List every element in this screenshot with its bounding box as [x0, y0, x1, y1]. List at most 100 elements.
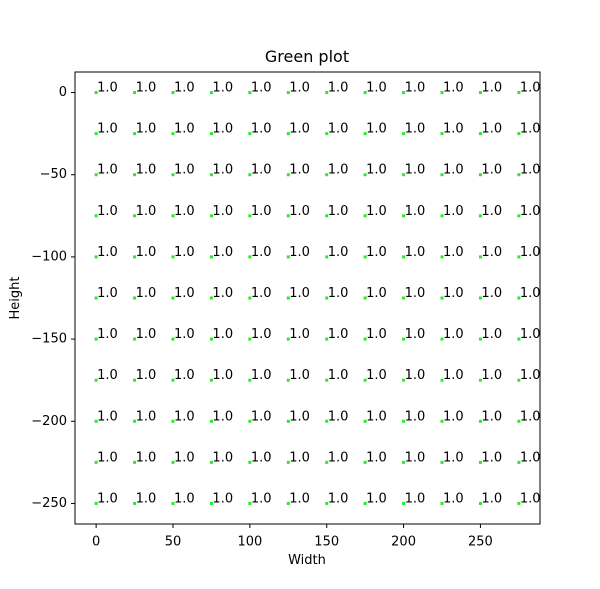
- point: [209, 501, 213, 505]
- value-label: 1.0: [366, 368, 387, 383]
- value-label: 1.0: [328, 327, 349, 342]
- point: [440, 91, 444, 95]
- value-label: 1.0: [443, 409, 464, 424]
- point: [478, 132, 482, 136]
- value-label: 1.0: [212, 81, 233, 96]
- value-label: 1.0: [481, 245, 502, 260]
- point: [363, 255, 367, 259]
- point: [325, 296, 329, 300]
- value-label: 1.0: [251, 81, 272, 96]
- point: [325, 173, 329, 177]
- point: [478, 378, 482, 382]
- point: [325, 255, 329, 259]
- point: [286, 501, 290, 505]
- value-label: 1.0: [405, 327, 426, 342]
- point: [363, 337, 367, 341]
- point: [94, 501, 98, 505]
- point: [286, 173, 290, 177]
- value-label: 1.0: [520, 286, 541, 301]
- value-label: 1.0: [97, 450, 118, 465]
- point: [517, 255, 521, 259]
- point: [171, 255, 175, 259]
- value-label: 1.0: [174, 204, 195, 219]
- value-label: 1.0: [520, 204, 541, 219]
- value-label: 1.0: [97, 409, 118, 424]
- point: [517, 337, 521, 341]
- value-label: 1.0: [443, 450, 464, 465]
- value-label: 1.0: [481, 122, 502, 137]
- point: [363, 296, 367, 300]
- point: [517, 214, 521, 218]
- point: [94, 173, 98, 177]
- value-label: 1.0: [212, 327, 233, 342]
- point: [248, 460, 252, 464]
- point: [133, 214, 137, 218]
- y-tick-label: −250: [31, 496, 67, 511]
- point: [402, 337, 406, 341]
- value-label: 1.0: [212, 245, 233, 260]
- value-label: 1.0: [97, 81, 118, 96]
- point: [171, 419, 175, 423]
- point: [133, 378, 137, 382]
- point: [325, 337, 329, 341]
- point: [440, 419, 444, 423]
- point: [209, 91, 213, 95]
- point: [94, 460, 98, 464]
- value-label: 1.0: [251, 409, 272, 424]
- value-label: 1.0: [481, 327, 502, 342]
- value-label: 1.0: [251, 204, 272, 219]
- value-label: 1.0: [289, 204, 310, 219]
- y-axis-label: Height: [8, 277, 23, 320]
- point: [440, 337, 444, 341]
- point: [248, 296, 252, 300]
- value-label: 1.0: [289, 286, 310, 301]
- value-label: 1.0: [481, 204, 502, 219]
- point: [209, 173, 213, 177]
- point: [325, 214, 329, 218]
- value-label: 1.0: [212, 450, 233, 465]
- value-label: 1.0: [136, 204, 157, 219]
- point: [440, 296, 444, 300]
- value-label: 1.0: [328, 286, 349, 301]
- point: [248, 173, 252, 177]
- point: [363, 460, 367, 464]
- point: [363, 378, 367, 382]
- value-label: 1.0: [366, 122, 387, 137]
- point: [402, 91, 406, 95]
- value-label: 1.0: [289, 81, 310, 96]
- value-label: 1.0: [251, 122, 272, 137]
- value-label: 1.0: [443, 163, 464, 178]
- value-label: 1.0: [481, 491, 502, 506]
- value-label: 1.0: [520, 368, 541, 383]
- value-label: 1.0: [443, 245, 464, 260]
- point: [286, 296, 290, 300]
- value-label: 1.0: [520, 327, 541, 342]
- value-label: 1.0: [289, 368, 310, 383]
- value-label: 1.0: [481, 163, 502, 178]
- value-label: 1.0: [97, 245, 118, 260]
- point: [440, 214, 444, 218]
- value-label: 1.0: [443, 368, 464, 383]
- point: [402, 378, 406, 382]
- point: [440, 173, 444, 177]
- value-label: 1.0: [481, 368, 502, 383]
- point: [478, 214, 482, 218]
- point: [248, 91, 252, 95]
- value-label: 1.0: [328, 163, 349, 178]
- point: [325, 378, 329, 382]
- chart-title: Green plot: [265, 47, 349, 66]
- point: [402, 419, 406, 423]
- point: [94, 419, 98, 423]
- point: [286, 255, 290, 259]
- point: [171, 460, 175, 464]
- point: [478, 501, 482, 505]
- point: [94, 91, 98, 95]
- value-label: 1.0: [136, 286, 157, 301]
- value-label: 1.0: [405, 450, 426, 465]
- value-label: 1.0: [212, 368, 233, 383]
- value-label: 1.0: [136, 122, 157, 137]
- value-label: 1.0: [405, 491, 426, 506]
- value-label: 1.0: [212, 204, 233, 219]
- point: [363, 91, 367, 95]
- value-label: 1.0: [328, 450, 349, 465]
